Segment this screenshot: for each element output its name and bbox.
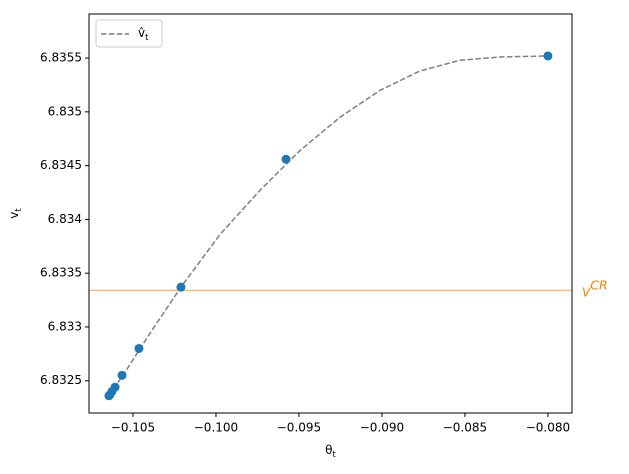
point (117, 370, 127, 380)
x-tick-label: −0.095 (277, 421, 321, 435)
point (134, 343, 144, 353)
point (281, 154, 291, 164)
y-tick-label: 6.8325 (40, 373, 82, 387)
point (176, 282, 186, 292)
plot-frame (88, 13, 573, 414)
legend-label-sub: t (145, 32, 149, 42)
point (543, 51, 553, 61)
x-axis-label-sub: t (333, 449, 337, 459)
x-tick-label: −0.080 (526, 421, 570, 435)
y-tick-label: 6.834 (48, 212, 82, 226)
y-tick-label: 6.8345 (40, 158, 82, 172)
reference-label-sup: CR (590, 277, 608, 292)
y-tick-label: 6.835 (48, 104, 82, 118)
legend-label: v̂t (138, 26, 149, 42)
reference-label-base: V (582, 285, 591, 299)
x-axis-label-base: θ (325, 443, 332, 457)
x-axis-label: θt (325, 443, 336, 459)
x-tick-label: −0.100 (194, 421, 238, 435)
line (108, 55, 548, 397)
y-axis-label: vt (7, 208, 23, 219)
x-tick-label: −0.090 (360, 421, 404, 435)
y-tick-label: 6.8355 (40, 51, 82, 65)
y-tick-label: 6.833 (48, 319, 82, 333)
point (104, 391, 114, 401)
reference-label: VCR (582, 277, 608, 299)
x-tick-label: −0.085 (443, 421, 487, 435)
legend-label-base: v̂ (138, 26, 145, 40)
y-axis-label-base: v (7, 212, 21, 219)
x-tick-label: −0.105 (111, 421, 155, 435)
y-axis-label-sub: t (13, 208, 23, 212)
y-tick-label: 6.8335 (40, 266, 82, 280)
